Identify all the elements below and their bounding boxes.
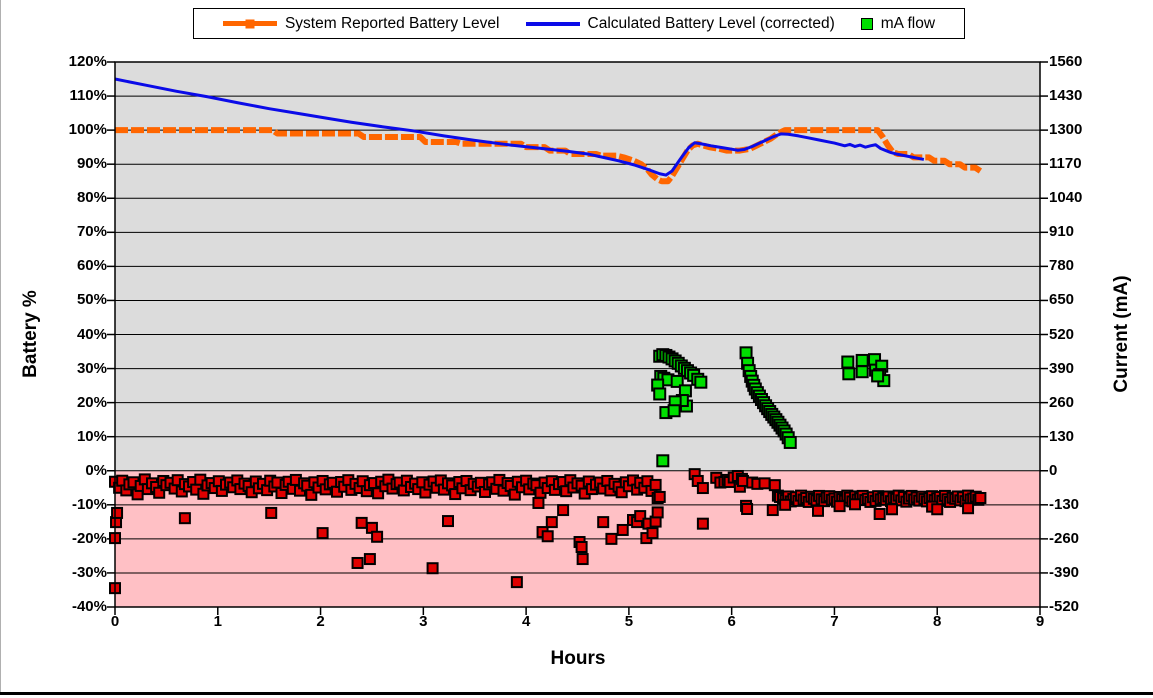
ma-flow-charge-point <box>656 454 670 468</box>
ma-flow-discharge-point <box>974 492 987 504</box>
ma-flow-discharge-point <box>508 488 521 501</box>
ma-flow-discharge-point <box>812 504 824 517</box>
ma-flow-charge-point <box>667 404 681 418</box>
ma-flow-discharge-point <box>510 576 523 589</box>
ma-flow-discharge-point <box>962 502 975 515</box>
ma-flow-discharge-point <box>575 540 588 553</box>
ma-flow-discharge-point <box>696 482 709 495</box>
ma-flow-discharge-point <box>442 515 454 528</box>
ma-flow-discharge-point <box>545 516 558 529</box>
x-axis-title: Hours <box>550 648 606 669</box>
ma-flow-discharge-point <box>111 506 124 519</box>
ma-flow-discharge-point <box>634 510 647 523</box>
ma-flow-discharge-point <box>649 478 662 491</box>
ma-flow-discharge-point <box>886 503 898 516</box>
ma-flow-discharge-point <box>178 512 191 525</box>
ma-flow-charge-point <box>842 367 856 381</box>
ma-flow-discharge-point <box>741 503 754 516</box>
y-axis-title-left: Battery % <box>20 290 41 378</box>
ma-flow-charge-point <box>783 435 797 449</box>
ma-flow-discharge-point <box>557 504 570 517</box>
ma-flow-discharge-point <box>651 506 664 519</box>
ma-flow-discharge-point <box>316 527 329 540</box>
calculated-line <box>114 77 925 177</box>
ma-flow-discharge-point <box>833 500 846 513</box>
ma-flow-charge-point <box>855 353 869 367</box>
ma-flow-discharge-point <box>873 507 886 520</box>
ma-flow-discharge-point <box>931 503 944 516</box>
ma-flow-discharge-point <box>532 496 545 509</box>
ma-flow-charge-point <box>841 355 855 369</box>
legend-label-system-reported: System Reported Battery Level <box>284 14 500 32</box>
ma-flow-charge-point <box>871 369 885 383</box>
ma-flow-charge-point <box>739 346 753 360</box>
blue-line-icon <box>525 21 580 26</box>
ma-flow-discharge-point <box>351 556 364 569</box>
ma-flow-discharge-point <box>363 553 376 566</box>
legend-label-ma-flow: mA flow <box>880 14 936 32</box>
ma-flow-discharge-point <box>849 498 861 511</box>
window-left-edge <box>0 0 1 692</box>
ma-flow-discharge-point <box>766 504 779 517</box>
orange-line-marker-icon <box>222 19 277 28</box>
ma-flow-discharge-point <box>653 490 666 503</box>
legend-label-calculated: Calculated Battery Level (corrected) <box>587 14 835 32</box>
orange-square-marker-icon <box>245 19 255 28</box>
ma-flow-discharge-point <box>597 516 610 529</box>
ma-flow-charge-point <box>653 387 667 401</box>
ma-flow-discharge-point <box>371 530 384 543</box>
ma-flow-discharge-point <box>779 498 792 511</box>
ma-flow-discharge-point <box>426 562 439 575</box>
legend-item-ma-flow: mA flow <box>860 14 936 33</box>
green-square-marker-icon <box>860 17 873 30</box>
ma-flow-charge-point <box>670 374 684 388</box>
legend-item-calculated: Calculated Battery Level (corrected) <box>525 14 835 33</box>
ma-flow-discharge-point <box>153 486 166 499</box>
ma-flow-discharge-point <box>576 553 589 566</box>
ma-flow-charge-point <box>855 365 869 379</box>
plot-frame <box>114 61 1041 608</box>
y-axis-title-right: Current (mA) <box>1111 275 1132 393</box>
ma-flow-charge-point <box>694 375 708 389</box>
window-bottom-bar <box>0 692 1153 695</box>
ma-flow-discharge-point <box>605 532 618 545</box>
ma-flow-discharge-point <box>646 527 659 540</box>
ma-flow-discharge-point <box>265 506 278 519</box>
legend: System Reported Battery Level Calculated… <box>193 8 965 39</box>
ma-flow-discharge-point <box>541 530 554 543</box>
ma-flow-discharge-point <box>616 523 629 536</box>
ma-flow-discharge-point <box>305 488 318 501</box>
legend-item-system-reported: System Reported Battery Level <box>222 14 500 33</box>
ma-flow-discharge-point <box>355 516 368 529</box>
ma-flow-discharge-point <box>768 479 781 492</box>
ma-flow-discharge-point <box>696 517 709 530</box>
ma-flow-discharge-point <box>758 477 771 490</box>
ma-flow-discharge-point <box>372 487 385 500</box>
